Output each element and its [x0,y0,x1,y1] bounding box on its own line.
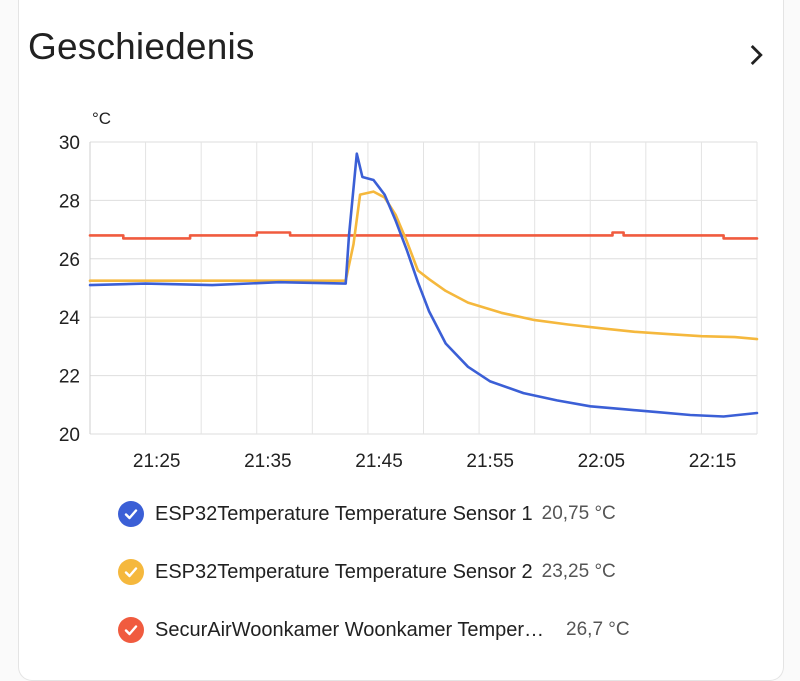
legend-label: ESP32Temperature Temperature Sensor 1 [155,502,533,525]
y-tick-label: 20 [59,425,80,446]
x-tick-label: 22:15 [689,451,737,472]
y-tick-label: 28 [59,191,80,212]
checkmark-icon[interactable] [118,501,144,527]
series-line-sensor-2 [88,190,759,341]
y-tick-label: 26 [59,250,80,271]
x-tick-label: 21:25 [133,451,181,472]
legend-label: ESP32Temperature Temperature Sensor 2 [155,560,533,583]
legend-label: SecurAirWoonkamer Woonkamer Temper… [155,618,545,641]
checkmark-icon[interactable] [118,559,144,585]
x-tick-label: 21:55 [466,451,514,472]
x-tick-label: 21:35 [244,451,292,472]
legend-value: 26,7 °C [566,619,630,640]
series-line-sensor-1 [88,152,759,418]
y-axis-unit-label: °C [92,109,111,128]
chevron-right-icon[interactable] [740,40,770,70]
x-tick-label: 21:45 [355,451,403,472]
y-tick-label: 30 [59,133,80,154]
card-title: Geschiedenis [28,26,255,67]
legend-item-woonkamer[interactable]: SecurAirWoonkamer Woonkamer Temper… 26,7… [118,610,630,650]
x-tick-label: 22:05 [578,451,626,472]
legend-value: 23,25 °C [541,561,616,582]
series-line-woonkamer [88,231,759,240]
y-tick-label: 22 [59,367,80,388]
legend-item-sensor-2[interactable]: ESP32Temperature Temperature Sensor 2 23… [118,552,616,592]
y-tick-label: 24 [59,308,81,329]
legend-value: 20,75 °C [541,503,616,524]
temperature-line-chart: 20 22 24 26 28 30 21:25 21:35 21:45 21:55 22:05 22:… [59,109,759,472]
legend-item-sensor-1[interactable]: ESP32Temperature Temperature Sensor 1 20… [118,494,616,534]
checkmark-icon[interactable] [118,617,144,643]
